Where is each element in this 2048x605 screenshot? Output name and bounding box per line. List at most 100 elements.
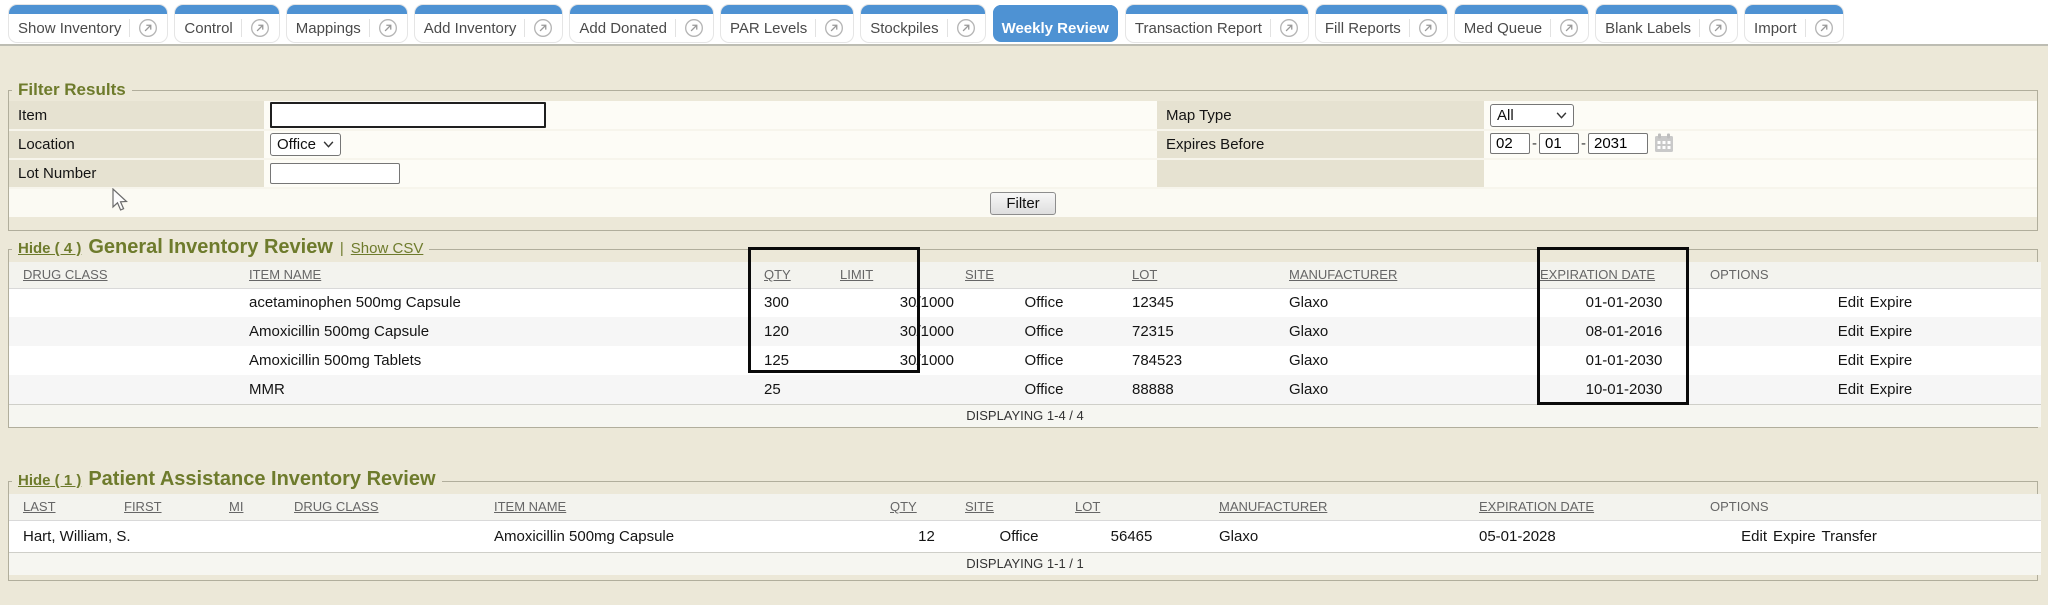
column-header-expiration-date[interactable]: EXPIRATION DATE — [1540, 267, 1656, 283]
transfer-link[interactable]: Transfer — [1821, 527, 1877, 545]
cell-lot: 72315 — [1124, 317, 1259, 346]
tab-weekly-review[interactable]: Weekly Review — [992, 5, 1118, 42]
cell-lot: 12345 — [1124, 288, 1259, 317]
general-inventory-panel: Hide ( 4 ) General Inventory Review | Sh… — [8, 236, 2041, 428]
tab-control[interactable]: Control — [175, 5, 279, 42]
tab-accent-bar — [992, 5, 1118, 14]
tab-stockpiles[interactable]: Stockpiles — [861, 5, 985, 42]
tab-show-inventory[interactable]: Show Inventory — [9, 5, 168, 42]
tab-med-queue[interactable]: Med Queue — [1454, 5, 1589, 42]
column-header-manufacturer[interactable]: MANUFACTURER — [1289, 267, 1398, 283]
cell-site: Office — [964, 375, 1124, 404]
tab-label: Add Inventory — [423, 19, 517, 37]
filter-button[interactable]: Filter — [990, 191, 1056, 215]
tab-mappings[interactable]: Mappings — [286, 5, 407, 42]
edit-link[interactable]: Edit — [1741, 527, 1768, 545]
external-link-icon[interactable] — [533, 18, 553, 38]
tab-fill-reports[interactable]: Fill Reports — [1315, 5, 1447, 42]
tab-divider — [240, 19, 242, 37]
tab-add-donated[interactable]: Add Donated — [570, 5, 713, 42]
column-header-item-name[interactable]: ITEM NAME — [494, 499, 567, 515]
column-header-lot[interactable]: LOT — [1075, 499, 1101, 515]
column-header-manufacturer[interactable]: MANUFACTURER — [1219, 499, 1328, 515]
column-header-qty[interactable]: QTY — [890, 499, 917, 515]
column-header-site[interactable]: SITE — [965, 267, 994, 283]
external-link-icon[interactable] — [250, 18, 270, 38]
external-link-icon[interactable] — [1559, 18, 1579, 38]
external-link-icon[interactable] — [138, 18, 158, 38]
map-type-select[interactable]: All — [1490, 103, 1574, 127]
filter-results-title: Filter Results — [18, 80, 126, 99]
external-link-icon[interactable] — [378, 18, 398, 38]
tab-label: Blank Labels — [1605, 19, 1692, 37]
tab-import[interactable]: Import — [1745, 5, 1843, 42]
column-header-options: OPTIONS — [1710, 499, 1769, 515]
column-header-drug-class[interactable]: DRUG CLASS — [294, 499, 379, 515]
filter-form: Item Map Type All Location Office Expire… — [9, 101, 2037, 217]
external-link-icon[interactable] — [956, 18, 976, 38]
column-header-lot[interactable]: LOT — [1132, 267, 1158, 283]
external-link-icon[interactable] — [1279, 18, 1299, 38]
displaying-count: DISPLAYING 1-4 / 4 — [9, 403, 2041, 427]
expire-link[interactable]: Expire — [1869, 323, 1913, 340]
tab-par-levels[interactable]: PAR Levels — [720, 5, 854, 42]
date-separator: - — [1581, 135, 1586, 153]
tab-add-inventory[interactable]: Add Inventory — [414, 5, 563, 42]
expire-link[interactable]: Expire — [1773, 527, 1816, 545]
tab-divider — [1699, 19, 1701, 37]
column-header-first[interactable]: FIRST — [124, 499, 162, 515]
column-header-drug-class[interactable]: DRUG CLASS — [23, 267, 108, 283]
cell-expiration-date: 05-01-2028 — [1459, 520, 1709, 552]
show-csv-link[interactable]: Show CSV — [350, 240, 424, 257]
cell-qty: 12 — [889, 520, 964, 552]
column-header-expiration-date[interactable]: EXPIRATION DATE — [1479, 499, 1595, 515]
table-row: Amoxicillin 500mg Capsule 120 30/1000 Of… — [9, 317, 2041, 346]
external-link-icon[interactable] — [1418, 18, 1438, 38]
edit-link[interactable]: Edit — [1837, 380, 1864, 398]
expire-link[interactable]: Expire — [1869, 352, 1913, 369]
cell-qty: 300 — [749, 288, 839, 317]
external-link-icon[interactable] — [1708, 18, 1728, 38]
filter-results-panel: Filter Results Item Map Type All Locatio… — [8, 80, 2038, 231]
cell-expiration-date: 10-01-2030 — [1539, 375, 1709, 404]
column-header-qty[interactable]: QTY — [764, 267, 791, 283]
external-link-icon[interactable] — [1814, 18, 1834, 38]
table-row: Amoxicillin 500mg Tablets 125 30/1000 Of… — [9, 346, 2041, 375]
column-header-limit[interactable]: LIMIT — [840, 267, 874, 283]
tab-accent-bar — [1454, 5, 1589, 14]
general-hide-link[interactable]: Hide ( 4 ) — [18, 240, 82, 257]
pagination-row: DISPLAYING 1-1 / 1 — [9, 551, 2041, 575]
expires-day-input[interactable] — [1539, 133, 1579, 155]
tab-divider — [368, 19, 370, 37]
external-link-icon[interactable] — [684, 18, 704, 38]
expires-month-input[interactable] — [1490, 133, 1530, 155]
column-header-site[interactable]: SITE — [965, 499, 994, 515]
column-header-item-name[interactable]: ITEM NAME — [249, 267, 322, 283]
tab-transaction-report[interactable]: Transaction Report — [1125, 5, 1308, 42]
lot-number-input[interactable] — [270, 163, 400, 184]
external-link-icon[interactable] — [824, 18, 844, 38]
table-row: acetaminophen 500mg Capsule 300 30/1000 … — [9, 288, 2041, 317]
empty-field-cell — [1484, 160, 2037, 189]
edit-link[interactable]: Edit — [1837, 323, 1864, 340]
edit-link[interactable]: Edit — [1837, 352, 1864, 369]
expires-year-input[interactable] — [1588, 133, 1648, 155]
calendar-icon[interactable] — [1654, 133, 1674, 157]
tab-accent-bar — [286, 5, 407, 14]
item-input[interactable] — [270, 102, 546, 128]
location-select[interactable]: Office — [270, 133, 341, 156]
cell-lot: 56465 — [1074, 520, 1189, 552]
edit-link[interactable]: Edit — [1837, 294, 1864, 312]
cell-limit: 30/1000 — [839, 317, 964, 346]
cell-site: Office — [964, 346, 1124, 375]
cell-manufacturer: Glaxo — [1259, 288, 1539, 317]
tab-accent-bar — [1596, 5, 1738, 14]
expire-link[interactable]: Expire — [1869, 294, 1913, 312]
column-header-last[interactable]: LAST — [23, 499, 56, 515]
expire-link[interactable]: Expire — [1869, 380, 1913, 398]
tab-blank-labels[interactable]: Blank Labels — [1596, 5, 1738, 42]
general-inventory-table: DRUG CLASS ITEM NAME QTY LIMIT SITE LOT … — [9, 262, 2041, 427]
column-header-mi[interactable]: MI — [229, 499, 244, 515]
expires-before-label: Expires Before — [1157, 131, 1484, 160]
patient-hide-link[interactable]: Hide ( 1 ) — [18, 472, 82, 489]
